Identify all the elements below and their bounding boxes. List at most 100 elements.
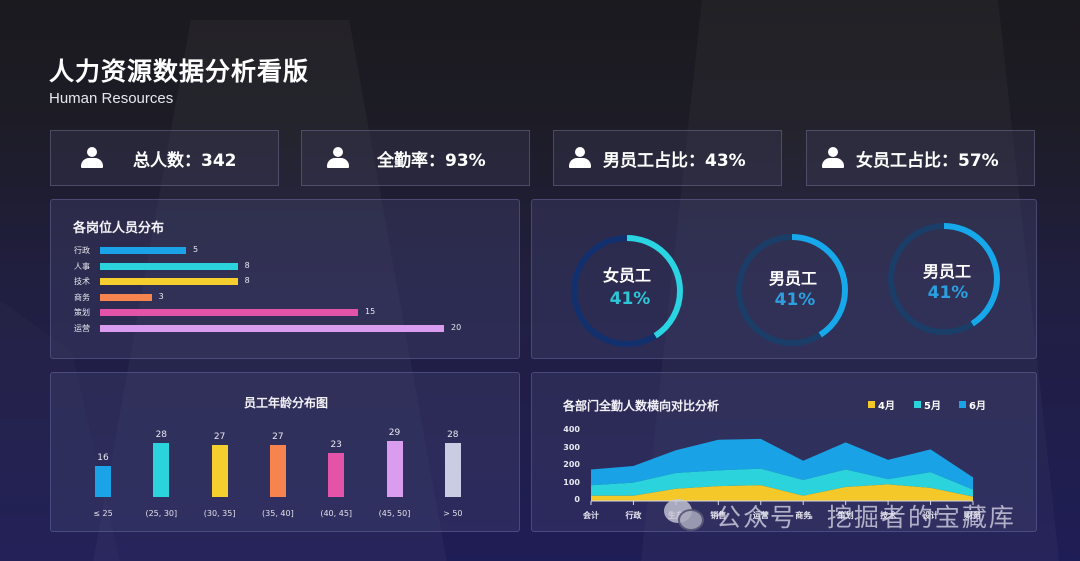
person-icon [81, 147, 103, 169]
bar-value-label: 28 [447, 430, 459, 441]
bar [100, 262, 238, 270]
kpi-card-attendance: 全勤率：93% [301, 130, 530, 186]
kpi-label: 全勤率：93% [377, 150, 486, 171]
bar-value-label: 3 [158, 291, 164, 301]
bar-value-label: 8 [244, 276, 250, 286]
bar-value-label: 28 [155, 430, 168, 441]
bar-category-label: 人事 [74, 261, 90, 271]
x-axis-tick-label: 会计 [583, 511, 599, 520]
kpi-label: 女员工占比：57% [856, 150, 999, 171]
bar-row: 行政 5 [51, 245, 521, 257]
bar-category-label: 商务 [74, 292, 90, 302]
bar-value-label: 29 [388, 428, 401, 439]
wechat-icon [664, 499, 708, 533]
bar [100, 325, 444, 332]
page-title: 人力资源数据分析看版 [49, 57, 310, 86]
donut-charts [571, 223, 1000, 347]
y-axis-tick-label: 100 [563, 477, 580, 487]
kpi-label: 男员工占比：43% [603, 150, 746, 171]
bar [386, 441, 403, 497]
x-axis-tick-label: 设计 [922, 511, 939, 520]
x-axis-tick-label: 财务 [965, 511, 981, 520]
donut-label: 男员工 [922, 262, 971, 281]
person-icon [569, 147, 591, 169]
y-axis-tick-label: 200 [563, 460, 580, 469]
bar-value-label: 27 [272, 432, 284, 443]
bar [100, 247, 186, 254]
position-distribution-panel: 各岗位人员分布 行政 5 人事 8 技术 8 商务 3 策划 15 运营 20 [50, 199, 520, 359]
legend-item-april: 4月 [868, 397, 895, 412]
person-icon [822, 147, 844, 169]
bar-category-label: (30, 35] [203, 509, 236, 518]
stacked-area-chart [590, 438, 974, 505]
kpi-card-total: 总人数：342 [50, 130, 279, 186]
bar-value-label: 23 [330, 439, 342, 450]
donut-label: 女员工 [602, 266, 651, 285]
legend-swatch [868, 401, 875, 408]
x-axis-tick-label: 行政 [625, 511, 642, 520]
page-subtitle: Human Resources [49, 90, 174, 107]
bar-row: 运营 20 [51, 323, 521, 335]
legend-label: 5月 [924, 401, 941, 412]
donut-label: 男员工 [768, 269, 817, 288]
kpi-card-female-ratio: 女员工占比：57% [806, 130, 1035, 186]
bar-row: 策划 15 [51, 307, 521, 319]
y-axis-tick-label: 300 [563, 442, 580, 452]
bar-row: 技术 8 [51, 276, 521, 288]
donut-percent: 41% [609, 289, 651, 309]
panel-title: 员工年龄分布图 [243, 396, 328, 410]
x-axis-tick-label: 运营 [752, 511, 769, 520]
bar [269, 445, 286, 497]
bar-value-label: 16 [97, 453, 109, 464]
y-axis-tick-label: 0 [574, 495, 580, 504]
bar-category-label: 行政 [74, 246, 90, 255]
x-axis-tick-label: 策划 [837, 511, 854, 520]
donut-percent: 41% [774, 290, 816, 310]
gender-ratio-panel: 女员工 41% 男员工 41% 男员工 41% [531, 199, 1037, 359]
age-distribution-panel: 员工年龄分布图 16 ≤ 25 28 (25, 30] 27 (30, 35] 27 (35,… [50, 372, 520, 532]
legend-item-june: 6月 [959, 397, 986, 412]
bar-category-label: (40, 45] [320, 509, 353, 518]
watermark-text: 公众号 · 挖掘者的宝藏库 [716, 503, 1016, 532]
bar-value-label: 15 [365, 307, 376, 317]
bar [100, 293, 152, 301]
bar-value-label: 20 [451, 323, 462, 332]
bar [328, 452, 345, 497]
x-axis-tick-label: 商务 [795, 511, 812, 520]
attendance-comparison-panel: 各部门全勤人数横向对比分析 4月 5月 6月 0 100 200 300 400 会计 行政… [531, 372, 1037, 532]
bar-category-label: > 50 [443, 509, 463, 518]
legend-label: 6月 [969, 401, 986, 412]
x-axis-tick-label: 销售 [710, 511, 727, 520]
legend-swatch [959, 401, 966, 408]
person-icon [327, 147, 349, 169]
kpi-label: 总人数：342 [133, 150, 237, 171]
bar-category-label: (45, 50] [378, 509, 411, 518]
y-axis-tick-label: 400 [563, 425, 580, 434]
bar-category-label: ≤ 25 [93, 509, 113, 518]
donut-percent: 41% [927, 283, 969, 303]
bar [444, 443, 461, 497]
bar [95, 466, 111, 497]
bar-row: 商务 3 [51, 292, 521, 304]
bar-value-label: 27 [213, 432, 226, 443]
legend-item-may: 5月 [914, 397, 941, 412]
bar [153, 443, 170, 497]
bar-category-label: 策划 [74, 308, 90, 318]
kpi-card-male-ratio: 男员工占比：43% [553, 130, 782, 186]
legend-swatch [914, 401, 921, 408]
bar-category-label: 技术 [74, 277, 90, 287]
bar [100, 278, 238, 286]
bar-category-label: (25, 30] [145, 509, 178, 518]
bar-row: 人事 8 [51, 261, 521, 273]
bar-value-label: 5 [193, 245, 199, 254]
watermark: 公众号 · 挖掘者的宝藏库 [664, 498, 1016, 534]
bar-value-label: 8 [244, 260, 250, 270]
bar-category-label: (35, 40] [262, 509, 294, 518]
bar [100, 309, 358, 317]
legend-label: 4月 [878, 401, 895, 412]
x-axis-tick-label: 技术 [880, 511, 897, 520]
panel-title: 各岗位人员分布 [73, 221, 165, 236]
bar [211, 445, 228, 497]
bar-category-label: 运营 [74, 324, 90, 333]
panel-title: 各部门全勤人数横向对比分析 [563, 399, 720, 413]
